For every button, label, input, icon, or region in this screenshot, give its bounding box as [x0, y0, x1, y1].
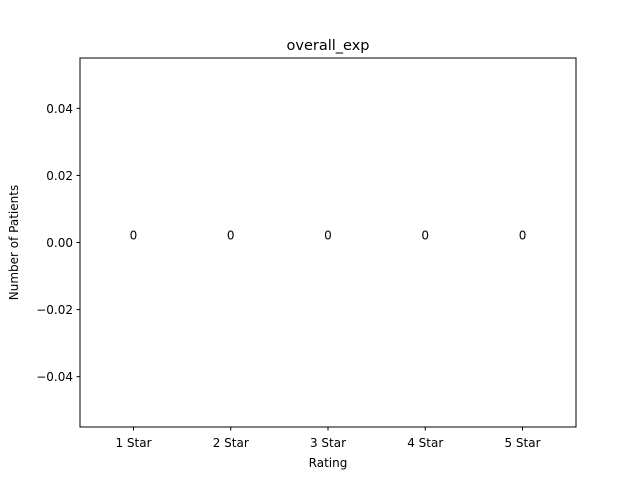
y-tick-label: 0.04 [46, 102, 73, 116]
bar-value-label: 0 [227, 229, 235, 243]
x-tick-label: 4 Star [407, 436, 443, 450]
bar-value-label: 0 [324, 229, 332, 243]
plot-area-frame [79, 57, 577, 428]
x-tick-label: 2 Star [213, 436, 249, 450]
chart-title: overall_exp [287, 38, 370, 54]
x-tick-label: 3 Star [310, 436, 346, 450]
y-tick-label: 0.02 [46, 169, 73, 183]
x-tick-label: 5 Star [504, 436, 540, 450]
y-axis-label: Number of Patients [7, 185, 21, 300]
bar-value-label: 0 [519, 229, 527, 243]
bar-value-label: 0 [421, 229, 429, 243]
x-axis-label: Rating [309, 456, 348, 470]
y-axis: −0.04 −0.02 0.00 0.02 0.04 [36, 102, 80, 384]
x-tick-label: 1 Star [115, 436, 151, 450]
x-axis: 1 Star 2 Star 3 Star 4 Star 5 Star [115, 427, 541, 450]
data-labels: 0 0 0 0 0 [130, 229, 527, 243]
y-tick-label: −0.02 [36, 303, 73, 317]
y-tick-label: 0.00 [46, 236, 73, 250]
y-tick-label: −0.04 [36, 370, 73, 384]
bar-value-label: 0 [130, 229, 138, 243]
